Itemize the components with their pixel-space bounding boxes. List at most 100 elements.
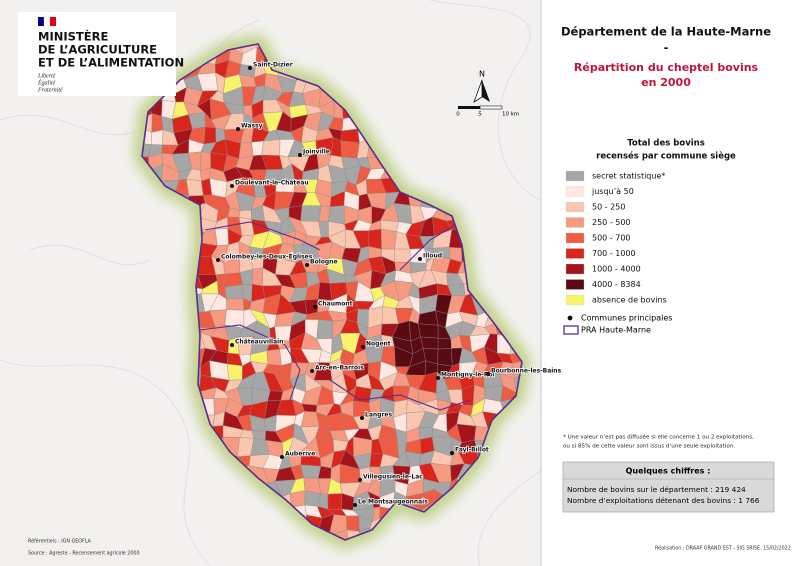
commune — [437, 337, 452, 350]
legend-title: Total des bovins recensés par commune si… — [596, 139, 736, 162]
scale-segment — [458, 106, 480, 109]
town-point — [298, 153, 302, 157]
credit: Référentiels : IGN GEOFLA — [28, 538, 92, 545]
commune — [368, 228, 382, 250]
legend-swatch — [565, 170, 585, 182]
footnote-line: * Une valeur n’est pas diffusée si elle … — [563, 434, 754, 441]
north-label: N — [479, 70, 485, 79]
commune — [224, 284, 244, 300]
legend: secret statistique* jusqu’à 50 50 - 250 250… — [565, 170, 667, 306]
legend-swatch — [565, 294, 585, 306]
legend-label: 250 - 500 — [592, 218, 631, 227]
flag-red — [50, 17, 56, 26]
legend-label: jusqu’à 50 — [591, 187, 634, 196]
title: Département de la Haute-Marne - Répartit… — [561, 25, 771, 90]
town-label: Villegusien-le-Lac — [363, 474, 423, 481]
town-point — [310, 369, 314, 373]
commune — [226, 363, 243, 381]
commune — [353, 386, 372, 404]
town-point — [305, 263, 309, 267]
title-line: Département de la Haute-Marne — [561, 25, 771, 39]
town-point — [418, 257, 422, 261]
legend-swatch — [565, 263, 585, 275]
commune — [267, 390, 284, 402]
north-arrow: N — [473, 70, 490, 103]
logo-line: DE L’AGRICULTURE — [38, 43, 157, 57]
town-label: Chaumont — [318, 301, 353, 308]
commune — [326, 412, 345, 432]
motto-line: Fraternité — [37, 87, 63, 93]
legend-label: 1000 - 4000 — [592, 265, 641, 274]
commune — [328, 205, 345, 225]
town-label: Colombey-les-Deux-Églises — [221, 253, 313, 261]
commune — [226, 298, 245, 311]
logo-line: MINISTÈRE — [38, 29, 108, 44]
town-point — [230, 343, 234, 347]
legend-label: PRA Haute-Marne — [581, 326, 651, 335]
commune — [340, 140, 360, 159]
town-label: Illoud — [423, 253, 442, 260]
subtitle-line: en 2000 — [641, 76, 691, 89]
town-label: Montigny-le-Roi — [441, 372, 495, 379]
commune — [300, 464, 322, 479]
town-point — [280, 455, 284, 459]
legend-swatch — [565, 279, 585, 290]
town-point — [230, 184, 234, 188]
commune — [214, 228, 229, 246]
commune — [279, 347, 292, 366]
commune — [209, 178, 228, 198]
town-label: Fayl-Billot — [455, 447, 489, 454]
flag-white — [43, 16, 51, 27]
key-figure: Nombre de bovins sur le département : 21… — [567, 485, 746, 494]
legend-swatch — [565, 186, 585, 197]
legend-swatch — [565, 232, 585, 244]
town-label: Bologne — [310, 259, 338, 266]
towns: Saint-Dizier Wassy Joinville Doulevant-le-C… — [216, 61, 562, 507]
legend-point-symbol — [567, 315, 573, 321]
town-label: Nogent — [366, 341, 391, 348]
credit: Réalisation : DRAAF GRAND EST - SIG SRIS… — [655, 545, 791, 552]
commune — [289, 490, 306, 508]
commune — [261, 139, 281, 156]
credit: Source : Agreste - Recensement agricole … — [28, 551, 140, 557]
commune — [437, 348, 453, 367]
legend-swatch — [565, 248, 585, 259]
legend-swatch — [565, 201, 585, 213]
town-label: Langres — [365, 412, 392, 419]
commune — [420, 336, 439, 350]
legend-label: 4000 - 8384 — [592, 280, 641, 289]
legend-swatch — [565, 217, 585, 228]
commune — [252, 267, 264, 287]
commune — [317, 282, 333, 301]
logo-text: MINISTÈRE DE L’AGRICULTURE ET DE L’ALIME… — [38, 29, 184, 70]
commune — [151, 129, 164, 146]
key-figures-title: Quelques chiffres : — [626, 467, 711, 476]
commune — [381, 228, 397, 250]
town-label: Châteauvillain — [235, 339, 283, 346]
legend-title-line: recensés par commune siège — [596, 151, 736, 162]
town-label: Le Montsaugeonnais — [358, 499, 428, 506]
town-label: Doulevant-le-Château — [235, 180, 309, 187]
town-point — [236, 127, 240, 131]
town-label: Wassy — [241, 123, 263, 130]
town-point — [360, 416, 364, 420]
commune — [316, 319, 334, 340]
town-point — [216, 258, 220, 262]
commune — [186, 178, 204, 197]
town-point — [361, 345, 365, 349]
scale-label: 10 km — [502, 112, 519, 118]
key-figure: Nombre d’exploitations détenant des bovi… — [567, 496, 760, 505]
commune — [417, 323, 439, 339]
logo-line: ET DE L’ALIMENTATION — [38, 56, 184, 70]
legend-boundary-symbol — [563, 325, 579, 335]
town-label: Joinville — [302, 149, 330, 156]
title-dash: - — [664, 41, 669, 55]
scale-bar: 0 5 10 km — [456, 105, 519, 118]
town-label: Bourbonne-les-Bains — [491, 368, 562, 375]
subtitle-line: Répartition du cheptel bovins — [574, 61, 759, 74]
commune — [340, 128, 360, 144]
town-point — [358, 478, 362, 482]
